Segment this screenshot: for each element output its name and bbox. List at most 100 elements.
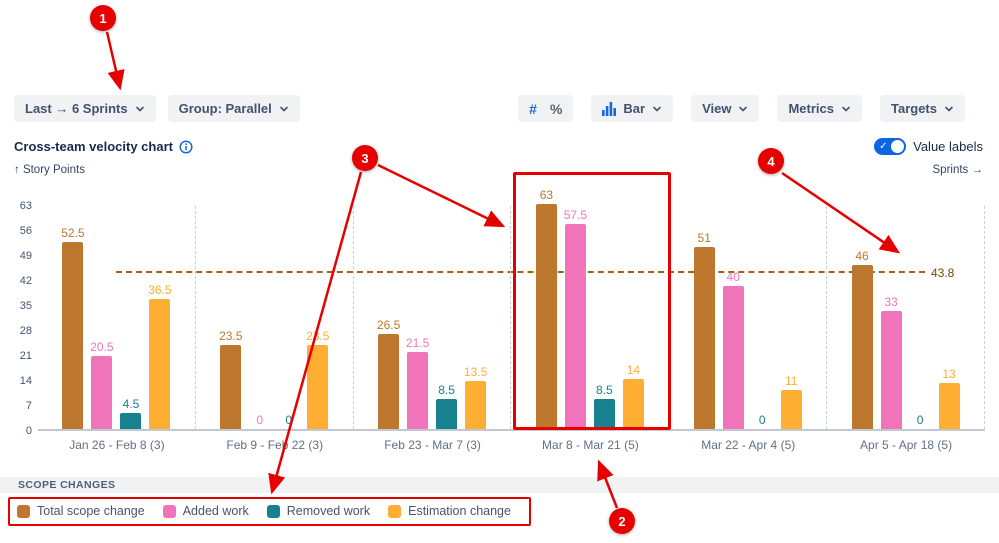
plot-area: 43.8 52.5 20.5 4.5 36.5 23.5 0 0 23.5 26.5 21.5 8.… <box>38 188 985 431</box>
bar-added-work[interactable] <box>407 352 429 429</box>
bar-total-scope-change[interactable] <box>220 345 242 429</box>
x-axis-label: Feb 9 - Feb 22 (3) <box>226 438 324 452</box>
barwrap-total-scope-change: 52.5 <box>61 226 85 429</box>
bar-total-scope-change[interactable] <box>535 204 557 429</box>
bar-estimation-change[interactable] <box>780 389 802 429</box>
bar-estimation-change[interactable] <box>307 345 329 429</box>
bar-total-scope-change[interactable] <box>693 246 715 429</box>
barwrap-estimation-change: 14 <box>622 363 644 429</box>
info-icon[interactable] <box>179 139 193 154</box>
group-mode-dropdown[interactable]: Group: Parallel <box>167 95 300 122</box>
percent-format-button[interactable]: % <box>549 100 563 117</box>
value-label: 11 <box>784 373 798 388</box>
x-axis-label: Apr 5 - Apr 18 (5) <box>860 438 953 452</box>
chevron-down-icon <box>739 106 748 112</box>
bar-removed-work[interactable] <box>436 398 458 429</box>
barwrap-total-scope-change: 46 <box>851 249 873 429</box>
chart-type-dropdown[interactable]: Bar <box>591 95 674 122</box>
y-tick-label: 49 <box>19 250 32 262</box>
targets-dropdown[interactable]: Targets <box>880 95 965 122</box>
barwrap-removed-work: 8.5 <box>593 382 615 429</box>
chart-type-label: Bar <box>623 101 646 116</box>
bar-total-scope-change[interactable] <box>62 241 84 429</box>
sprint-group: 46 33 0 13 <box>827 206 985 429</box>
bar-total-scope-change[interactable] <box>378 334 400 429</box>
barwrap-total-scope-change: 26.5 <box>377 318 400 429</box>
bar-total-scope-change[interactable] <box>851 264 873 429</box>
value-labels-toggle-group: ✓ Value labels <box>874 138 983 155</box>
bar-added-work[interactable] <box>91 355 113 429</box>
sprint-group: 63 57.5 8.5 14 <box>511 188 670 429</box>
legend-item-estimation-change[interactable]: Estimation change <box>388 504 511 518</box>
barwrap-added-work: 40 <box>722 270 744 429</box>
legend-label: Estimation change <box>408 504 511 518</box>
bar-estimation-change[interactable] <box>938 382 960 429</box>
y-tick-label: 0 <box>25 425 32 437</box>
barwrap-added-work: 20.5 <box>90 340 114 429</box>
legend-item-added-work[interactable]: Added work <box>162 504 249 518</box>
barwrap-added-work: 33 <box>880 295 902 429</box>
legend-label: Added work <box>182 504 249 518</box>
axis-title-row: ↑ Story Points Sprints → <box>14 164 983 176</box>
metrics-dropdown[interactable]: Metrics <box>777 95 862 122</box>
target-line <box>116 270 925 273</box>
x-axis: Jan 26 - Feb 8 (3) Feb 9 - Feb 22 (3) Feb … <box>38 438 985 452</box>
chevron-down-icon <box>279 106 288 112</box>
barwrap-estimation-change: 11 <box>780 373 802 429</box>
highlight-box-sprint <box>513 172 671 430</box>
legend-swatch <box>17 504 30 518</box>
x-axis-label: Jan 26 - Feb 8 (3) <box>69 438 165 452</box>
bar-added-work[interactable] <box>880 311 902 429</box>
y-axis: 0 7 14 21 28 35 42 49 56 63 <box>6 200 32 437</box>
legend-swatch <box>162 504 176 518</box>
barwrap-removed-work: 4.5 <box>120 396 142 429</box>
value-label: 0 <box>285 413 293 427</box>
toolbar: Last → 6 Sprints Group: Parallel # % <box>14 95 965 122</box>
legend: Total scope change Added work Removed work… <box>17 504 511 518</box>
bar-estimation-change[interactable] <box>149 298 171 429</box>
value-label: 0 <box>256 413 264 427</box>
legend-label: Removed work <box>286 504 371 518</box>
bar-estimation-change[interactable] <box>622 379 644 429</box>
x-axis-label: Mar 22 - Apr 4 (5) <box>701 438 796 452</box>
value-labels-toggle[interactable]: ✓ <box>874 138 907 155</box>
barwrap-estimation-change: 23.5 <box>306 329 330 429</box>
bar-removed-work[interactable] <box>593 398 615 429</box>
y-tick-label: 7 <box>25 400 32 412</box>
value-label: 40 <box>726 270 740 285</box>
value-label: 63 <box>539 188 554 202</box>
value-label: 13 <box>942 366 956 381</box>
legend-item-total-scope-change[interactable]: Total scope change <box>17 504 145 518</box>
barwrap-removed-work: 0 <box>752 413 773 429</box>
sprint-group: 26.5 21.5 8.5 13.5 <box>354 206 512 429</box>
value-label: 23.5 <box>306 329 330 344</box>
barwrap-added-work: 21.5 <box>406 336 429 429</box>
sprints-link[interactable]: Sprints → <box>932 164 984 176</box>
y-tick-label: 42 <box>19 275 32 287</box>
value-label: 4.5 <box>122 396 140 411</box>
toggle-knob <box>891 140 905 153</box>
value-label: 14 <box>626 363 641 377</box>
legend-swatch <box>388 504 402 518</box>
bar-added-work[interactable] <box>564 223 586 429</box>
metrics-label: Metrics <box>788 101 834 116</box>
view-dropdown[interactable]: View <box>691 95 760 122</box>
number-format-button[interactable]: # <box>529 100 537 117</box>
value-label: 8.5 <box>596 382 613 397</box>
bar-estimation-change[interactable] <box>465 380 487 429</box>
chevron-down-icon <box>842 106 850 112</box>
chevron-down-icon <box>945 106 953 112</box>
y-tick-label: 63 <box>19 200 32 212</box>
group-mode-label: Group: Parallel <box>178 101 272 116</box>
bar-removed-work[interactable] <box>120 412 142 429</box>
y-axis-title: ↑ Story Points <box>14 164 85 176</box>
legend-item-removed-work[interactable]: Removed work <box>266 504 371 518</box>
value-label: 0 <box>758 413 766 427</box>
bar-chart-icon <box>602 101 617 116</box>
value-label: 51 <box>697 230 711 245</box>
x-axis-label: Feb 23 - Mar 7 (3) <box>384 438 481 452</box>
value-label: 8.5 <box>438 382 455 397</box>
bar-added-work[interactable] <box>722 286 744 429</box>
sprints-range-dropdown[interactable]: Last → 6 Sprints <box>14 95 156 122</box>
